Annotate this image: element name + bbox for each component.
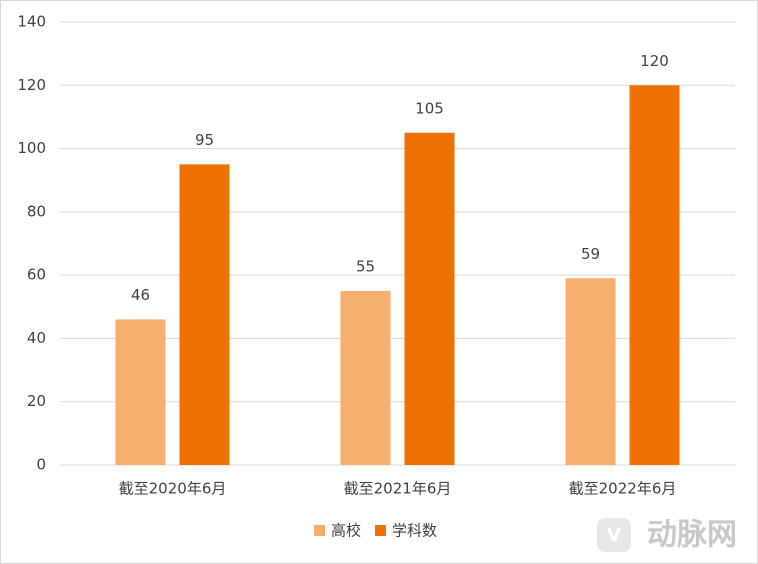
bar (179, 164, 230, 465)
data-label: 46 (131, 286, 150, 304)
y-tick-label: 0 (36, 456, 46, 474)
bar (404, 132, 455, 465)
watermark: 动脉网 (647, 518, 737, 553)
legend-label: 高校 (331, 522, 361, 540)
bar (340, 290, 391, 465)
y-tick-label: 80 (27, 202, 46, 220)
y-tick-label: 40 (27, 329, 46, 347)
bar (565, 278, 616, 465)
watermark-logo: V (597, 518, 631, 552)
data-label: 55 (356, 257, 375, 275)
y-tick-label: 140 (17, 13, 46, 31)
y-tick-label: 60 (27, 266, 46, 284)
data-label: 95 (195, 131, 214, 149)
x-tick-label: 截至2020年6月 (119, 480, 227, 498)
y-tick-label: 20 (27, 392, 46, 410)
svg-text:V: V (607, 525, 621, 546)
y-tick-label: 120 (17, 76, 46, 94)
x-tick-label: 截至2021年6月 (344, 480, 452, 498)
legend-swatch (314, 525, 325, 536)
legend-swatch (375, 525, 386, 536)
bar (115, 319, 166, 465)
y-tick-label: 100 (17, 139, 46, 157)
bar (629, 85, 680, 466)
data-label: 120 (640, 52, 669, 70)
x-tick-label: 截至2022年6月 (569, 480, 677, 498)
data-label: 105 (415, 99, 444, 117)
legend-label: 学科数 (392, 522, 437, 540)
data-label: 59 (581, 245, 600, 263)
